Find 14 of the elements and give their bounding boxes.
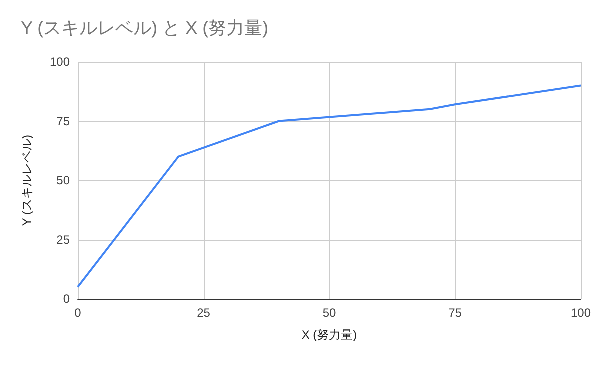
y-tick-label: 0 xyxy=(63,292,70,306)
y-tick-label: 75 xyxy=(56,114,70,128)
x-tick-label: 25 xyxy=(197,306,211,320)
chart-title: Y (スキルレベル) と X (努力量) xyxy=(21,18,269,38)
x-tick-label: 100 xyxy=(570,306,592,320)
y-tick-label: 100 xyxy=(50,55,70,69)
x-tick-label: 50 xyxy=(322,306,336,320)
x-tick-label: 0 xyxy=(74,306,82,320)
line-series xyxy=(77,84,582,288)
y-tick-label: 25 xyxy=(56,232,70,247)
x-tick-label: 75 xyxy=(448,306,462,320)
x-axis-title: X (努力量) xyxy=(302,328,358,342)
y-axis-title: Y (スキルレベル) xyxy=(20,134,34,226)
y-tick-label: 50 xyxy=(56,174,70,188)
